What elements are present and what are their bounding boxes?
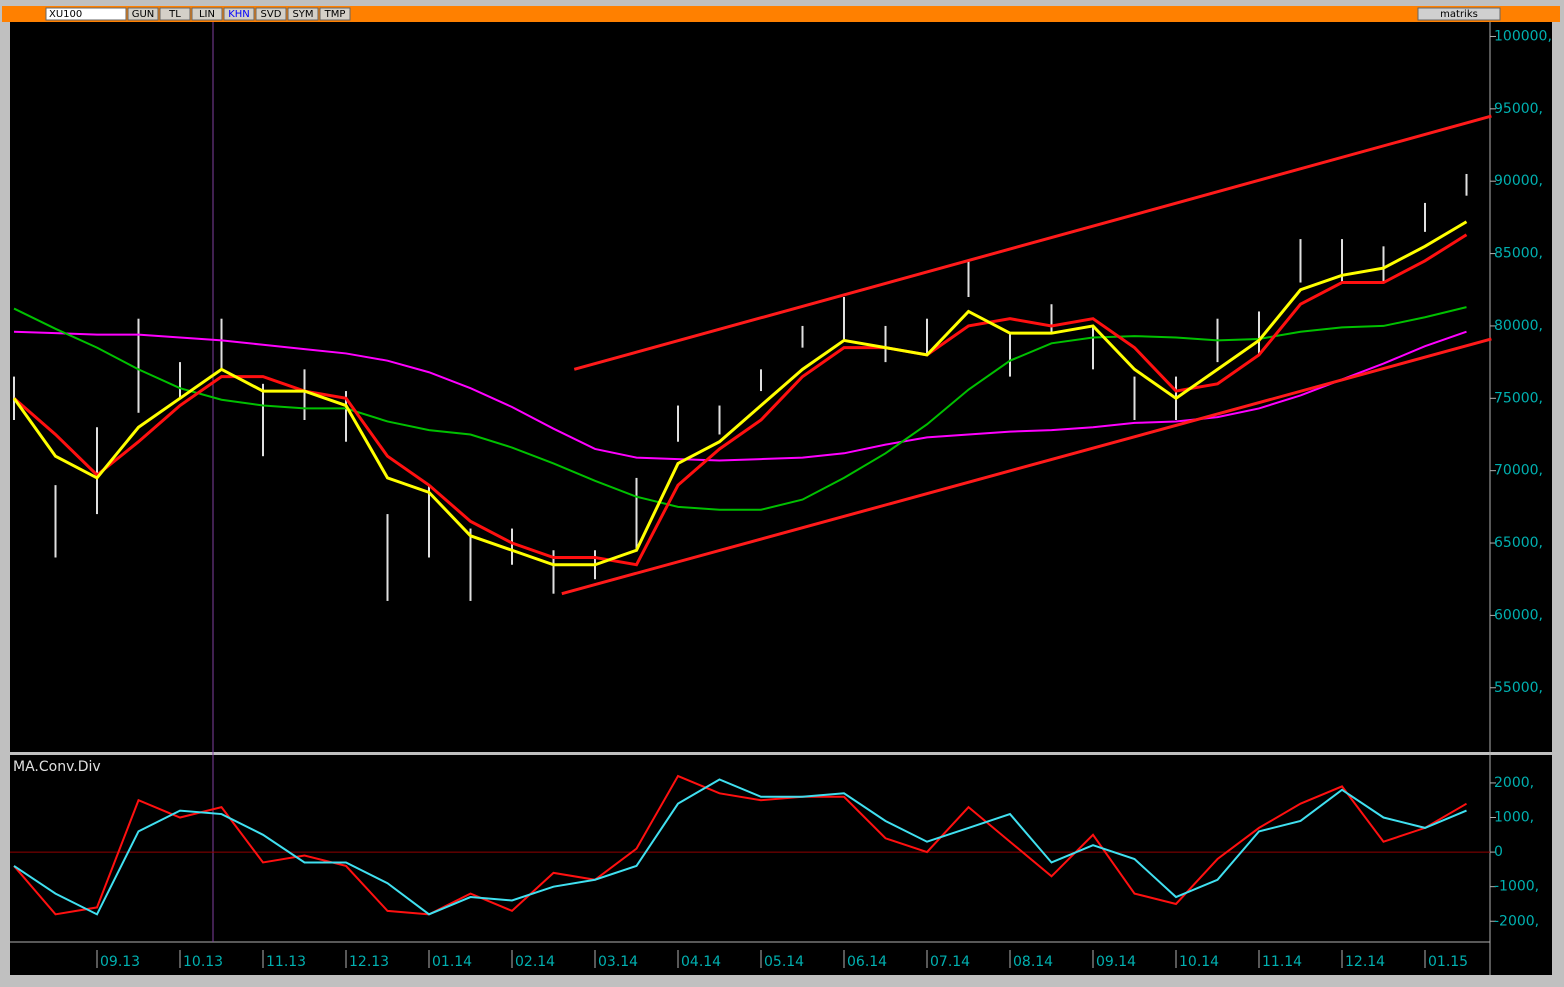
x-tick-label: 10.13 [183,954,223,970]
toolbar-button-label: SYM [292,9,313,20]
toolbar-button[interactable] [159,7,191,21]
trendline [561,337,1492,596]
x-tick-label: 05.14 [764,954,804,970]
x-tick-label: 02.14 [515,954,555,970]
toolbar-button[interactable] [287,7,319,21]
y-tick-label: 70000, [1494,463,1543,479]
brand: matriks [1440,9,1478,20]
y-tick-label: 80000, [1494,318,1543,334]
x-tick-label: 08.14 [1013,954,1053,970]
y-tick-label: 65000, [1494,535,1543,551]
toolbar-button[interactable] [223,7,255,21]
toolbar-button-label: TMP [324,9,346,20]
toolbar-button-label: GUN [132,9,155,20]
x-tick-label: 06.14 [847,954,887,970]
x-tick-label: 01.14 [432,954,472,970]
ma-line [13,306,1467,511]
x-tick-label: 07.14 [930,954,970,970]
ma-line [13,778,1467,916]
toolbar-button-label: LIN [199,9,215,20]
y-tick-label: 90000, [1494,173,1543,189]
x-tick-label: 12.14 [1345,954,1385,970]
trendline [573,114,1492,371]
brand-box [1417,7,1501,21]
x-tick-label: 01.15 [1428,954,1468,970]
ma-line [13,330,1467,462]
toolbar [2,6,1560,22]
y-tick-label: 0 [1494,844,1503,860]
toolbar-button[interactable] [255,7,287,21]
ma-line [12,220,1468,567]
toolbar-button-label: TL [168,9,181,20]
macd-panel [10,755,1552,975]
ma-line [13,774,1468,916]
y-tick-label: 60000, [1494,607,1543,623]
y-tick-label: 1000, [1494,810,1534,826]
y-tick-label: 75000, [1494,390,1543,406]
x-tick-label: 11.13 [266,954,306,970]
y-tick-label: 85000, [1494,246,1543,262]
toolbar-button[interactable] [127,7,159,21]
x-tick-label: 09.13 [100,954,140,970]
x-tick-label: 12.13 [349,954,389,970]
y-tick-label: 55000, [1494,680,1543,696]
symbol-box[interactable] [45,7,127,21]
x-tick-label: 04.14 [681,954,721,970]
x-tick-label: 10.14 [1179,954,1219,970]
x-tick-label: 09.14 [1096,954,1136,970]
ma-line [13,233,1468,567]
symbol: XU100 [49,9,82,20]
x-tick-label: 11.14 [1262,954,1302,970]
y-tick-label: -1000, [1494,879,1539,895]
y-tick-label: 95000, [1494,101,1543,117]
toolbar-button-label: KHN [228,9,250,20]
panel-title: MA.Conv.Div [13,759,101,775]
y-tick-label: 100000, [1494,28,1552,44]
toolbar-button[interactable] [191,7,223,21]
y-tick-label: 2000, [1494,775,1534,791]
x-tick-label: 03.14 [598,954,638,970]
toolbar-button[interactable] [319,7,351,21]
y-tick-label: -2000, [1494,913,1539,929]
toolbar-button-label: SVD [261,9,282,20]
